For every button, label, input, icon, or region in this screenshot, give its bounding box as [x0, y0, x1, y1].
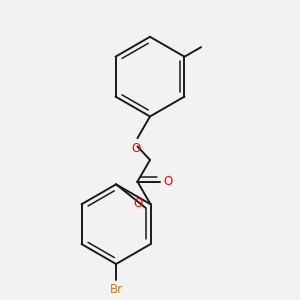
Text: Br: Br	[110, 283, 123, 296]
Text: O: O	[134, 197, 143, 210]
Text: O: O	[131, 142, 141, 155]
Text: O: O	[164, 175, 173, 188]
